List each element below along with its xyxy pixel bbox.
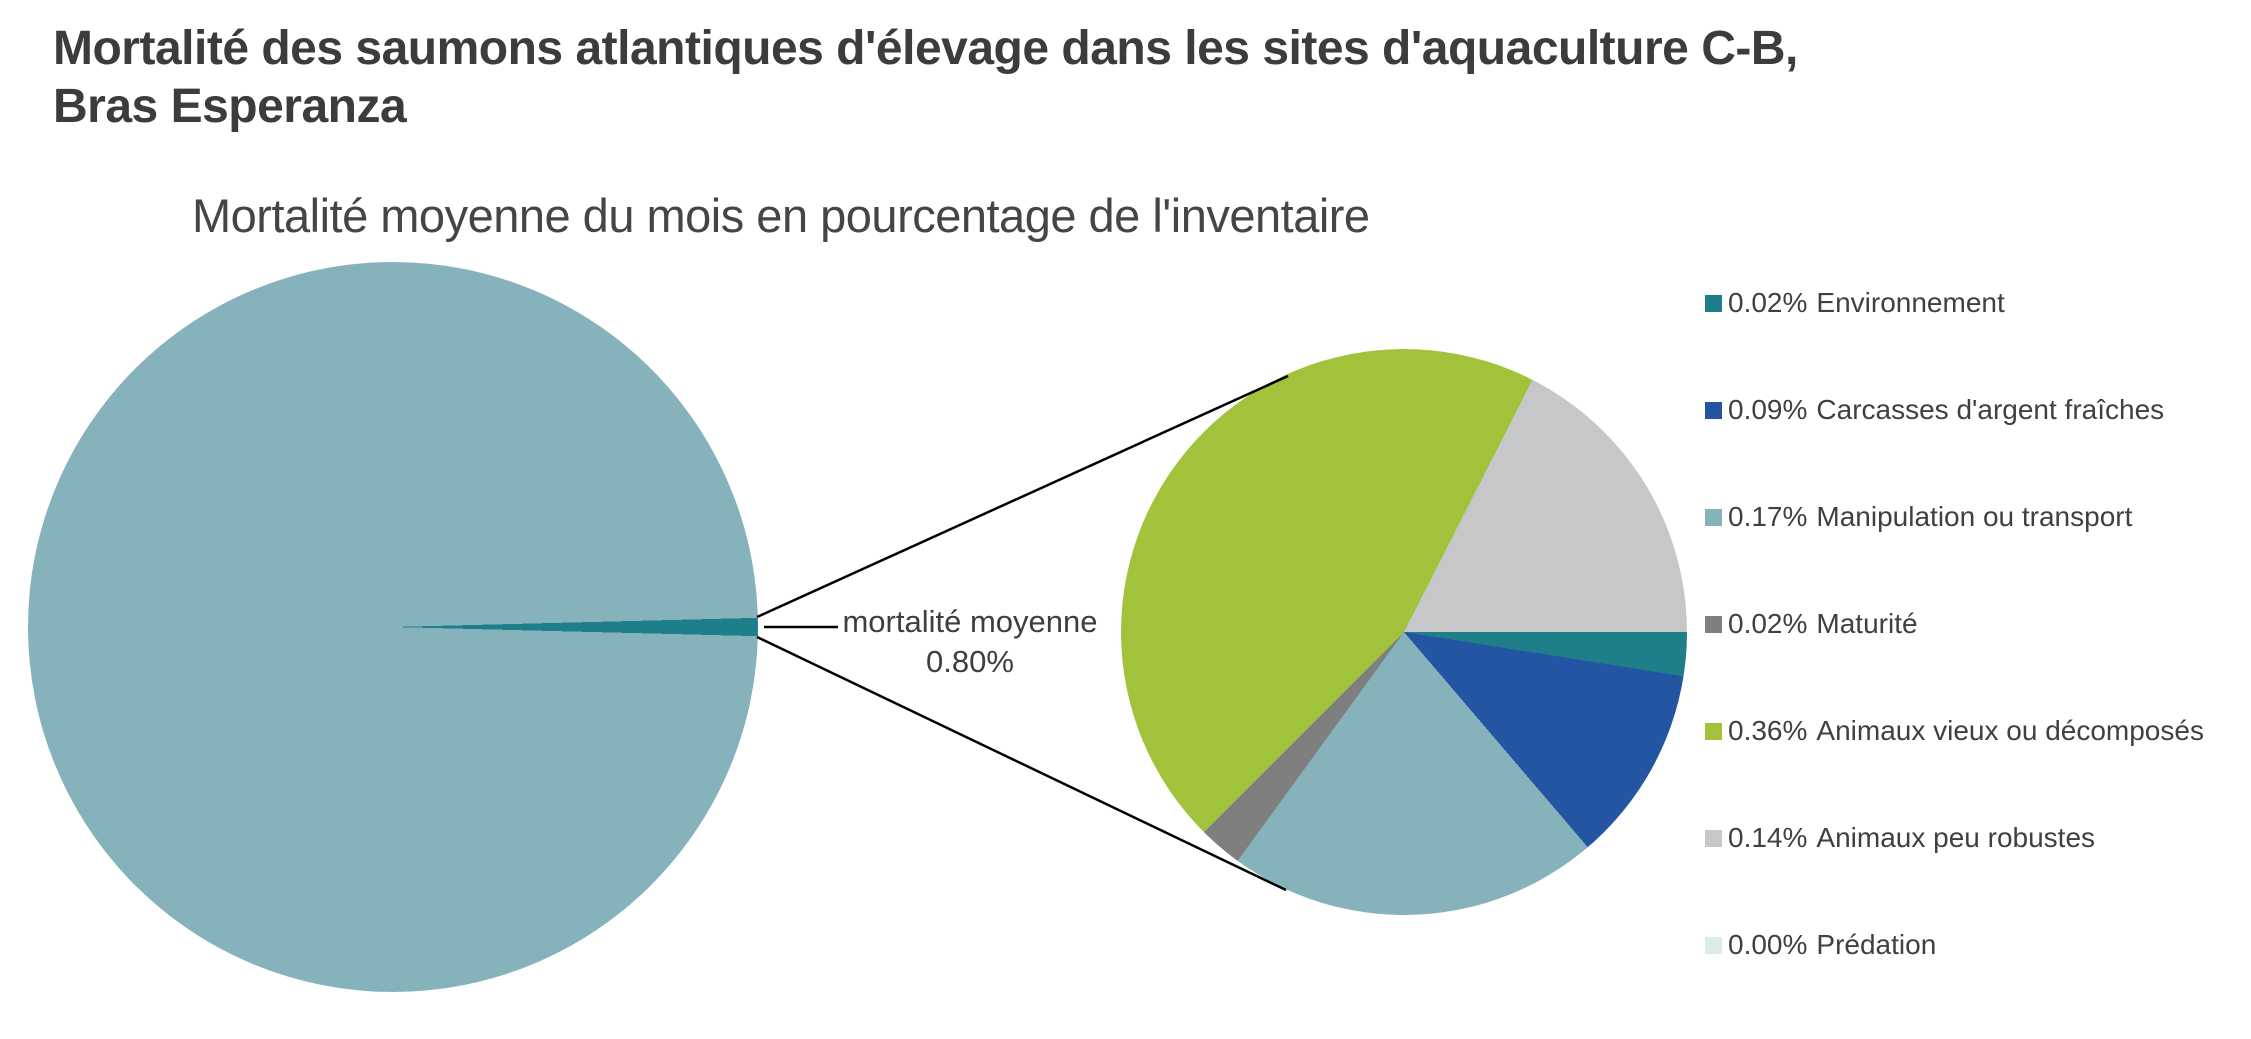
legend-swatch-icon: [1705, 829, 1722, 847]
main-pie: [28, 262, 758, 992]
legend-swatch-icon: [1705, 294, 1722, 312]
legend-item-maturite: 0.02% Maturité: [1705, 608, 2204, 639]
chart-title-line2: Bras Esperanza: [53, 80, 407, 133]
legend-label: Carcasses d'argent fraîches: [1816, 394, 2165, 425]
legend-swatch-icon: [1705, 401, 1722, 419]
legend: 0.02% Environnement 0.09% Carcasses d'ar…: [1705, 287, 2204, 960]
legend-label: Animaux vieux ou décomposés: [1816, 715, 2204, 746]
legend-value: 0.00%: [1728, 929, 1808, 960]
legend-label: Prédation: [1816, 929, 1937, 960]
legend-value: 0.09%: [1728, 394, 1808, 425]
legend-label: Maturité: [1816, 608, 1918, 639]
legend-item-manipulation: 0.17% Manipulation ou transport: [1705, 501, 2204, 532]
legend-item-carcasses: 0.09% Carcasses d'argent fraîches: [1705, 394, 2204, 425]
legend-swatch-icon: [1705, 936, 1722, 954]
legend-swatch-icon: [1705, 722, 1722, 740]
legend-item-animaux-peu-robustes: 0.14% Animaux peu robustes: [1705, 822, 2204, 853]
chart-subtitle: Mortalité moyenne du mois en pourcentage…: [192, 189, 1370, 242]
legend-swatch-icon: [1705, 615, 1722, 633]
legend-item-animaux-vieux: 0.36% Animaux vieux ou décomposés: [1705, 715, 2204, 746]
legend-item-predation: 0.00% Prédation: [1705, 929, 2204, 960]
callout-label-value: 0.80%: [926, 644, 1014, 679]
legend-value: 0.36%: [1728, 715, 1808, 746]
legend-value: 0.02%: [1728, 608, 1808, 639]
breakdown-pie: [1121, 349, 1687, 915]
legend-item-environnement: 0.02% Environnement: [1705, 287, 2204, 318]
legend-label: Manipulation ou transport: [1816, 501, 2133, 532]
legend-swatch-icon: [1705, 508, 1722, 526]
callout-label-line1: mortalité moyenne: [842, 604, 1098, 639]
legend-value: 0.14%: [1728, 822, 1808, 853]
chart-title: Mortalité des saumons atlantiques d'élev…: [53, 20, 2213, 136]
chart-title-line1: Mortalité des saumons atlantiques d'élev…: [53, 22, 1798, 75]
legend-label: Environnement: [1816, 287, 2005, 318]
legend-value: 0.02%: [1728, 287, 1808, 318]
legend-value: 0.17%: [1728, 501, 1808, 532]
callout-label: mortalité moyenne 0.80%: [820, 602, 1120, 682]
legend-label: Animaux peu robustes: [1816, 822, 2096, 853]
